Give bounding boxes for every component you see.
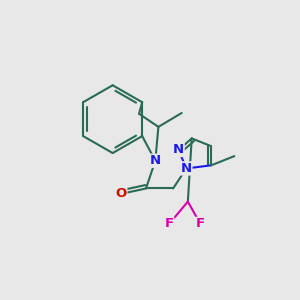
- Text: F: F: [196, 218, 205, 230]
- Text: O: O: [116, 187, 127, 200]
- Text: N: N: [150, 154, 161, 167]
- Text: N: N: [173, 143, 184, 157]
- Text: F: F: [165, 218, 174, 230]
- Text: N: N: [181, 162, 192, 175]
